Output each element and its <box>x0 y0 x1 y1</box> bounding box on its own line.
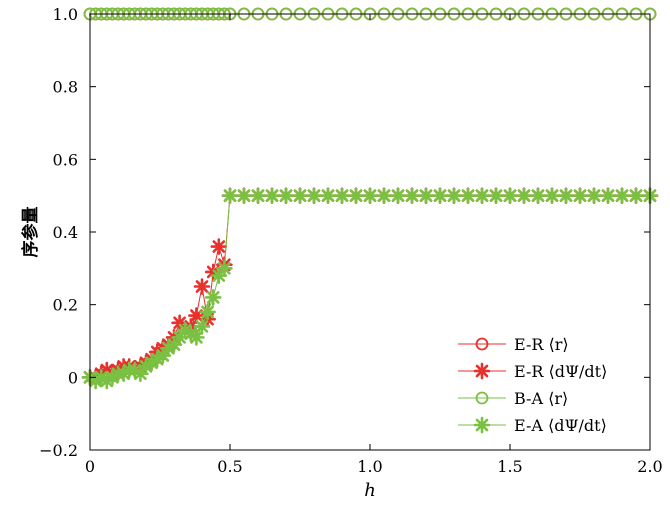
x-tick-label: 0.5 <box>217 457 242 476</box>
x-tick-label: 2.0 <box>637 457 662 476</box>
data-point <box>263 187 281 204</box>
data-point <box>585 187 603 204</box>
data-point <box>543 187 561 204</box>
data-point <box>92 369 110 386</box>
y-tick-label: 0.8 <box>53 78 78 97</box>
data-point <box>126 361 144 379</box>
data-point <box>291 187 309 204</box>
y-tick-label: −0.2 <box>39 441 78 460</box>
legend-item: E-R ⟨r⟩ <box>458 335 569 354</box>
data-point <box>599 187 617 204</box>
data-point <box>137 358 155 375</box>
data-point <box>235 187 253 204</box>
data-point <box>487 187 505 204</box>
data-point <box>193 318 211 335</box>
data-point <box>347 187 365 204</box>
data-point <box>204 263 222 281</box>
data-point <box>143 354 160 372</box>
data-point <box>403 187 421 204</box>
series-layer <box>81 7 659 390</box>
data-point <box>98 361 116 379</box>
data-point <box>389 187 407 204</box>
data-point <box>193 278 211 295</box>
legend-label: E-R ⟨dΨ/dt⟩ <box>514 362 607 381</box>
data-point <box>148 350 166 368</box>
data-point <box>87 372 104 390</box>
data-point <box>204 289 222 306</box>
data-point <box>613 187 631 204</box>
y-tick-label: 0 <box>68 368 78 387</box>
data-point <box>557 187 575 204</box>
legend-marker <box>475 391 489 405</box>
data-point <box>132 365 149 382</box>
data-point <box>431 187 449 204</box>
data-point <box>171 314 188 332</box>
legend-item: B-A ⟨r⟩ <box>458 389 568 408</box>
series-4 <box>81 187 659 390</box>
data-point <box>571 187 589 204</box>
plot-frame <box>89 13 651 451</box>
legend-label: E-R ⟨r⟩ <box>514 335 569 354</box>
x-tick-label: 1.5 <box>497 457 522 476</box>
legend: E-R ⟨r⟩ E-R ⟨dΨ/dt⟩ B-A ⟨r⟩ E-A ⟨dΨ/dt⟩ <box>458 335 607 435</box>
data-point <box>417 187 435 204</box>
data-point <box>627 187 645 204</box>
data-point <box>515 187 533 204</box>
data-point <box>160 339 177 357</box>
x-tick-label: 0 <box>85 457 95 476</box>
data-point <box>115 365 132 382</box>
data-point <box>210 238 228 255</box>
x-axis-label: h <box>364 480 376 501</box>
data-point <box>216 260 233 277</box>
y-tick-label: 1.0 <box>53 5 78 24</box>
data-point <box>305 187 323 204</box>
legend-item: E-R ⟨dΨ/dt⟩ <box>458 362 607 381</box>
data-point <box>319 187 337 204</box>
data-point <box>188 307 205 324</box>
data-point <box>221 187 239 204</box>
legend-label: E-A ⟨dΨ/dt⟩ <box>514 416 607 435</box>
x-tick-label: 1.0 <box>357 457 382 476</box>
legend-marker <box>473 416 491 434</box>
legend-marker <box>475 337 489 351</box>
data-point <box>199 303 216 321</box>
data-point <box>333 187 351 204</box>
data-point <box>171 329 188 346</box>
legend-item: E-A ⟨dΨ/dt⟩ <box>458 416 607 435</box>
y-tick-label: 0.4 <box>53 223 78 242</box>
data-point <box>188 329 205 346</box>
data-point <box>473 187 491 204</box>
data-point <box>182 325 200 343</box>
data-point <box>375 187 393 204</box>
y-tick-label: 0.2 <box>53 296 78 315</box>
data-point <box>445 187 463 204</box>
data-point <box>98 372 116 390</box>
data-point <box>210 267 228 284</box>
data-point <box>154 347 172 364</box>
data-point <box>176 321 194 339</box>
data-point <box>165 336 183 353</box>
data-point <box>529 187 547 204</box>
data-point <box>277 187 295 204</box>
data-point <box>361 187 379 204</box>
data-point <box>104 369 121 386</box>
data-point <box>249 187 267 204</box>
y-tick-label: 0.6 <box>53 150 78 169</box>
y-axis-label: 序参量 <box>20 207 41 258</box>
legend-marker <box>473 362 491 380</box>
data-point <box>459 187 477 204</box>
legend-label: B-A ⟨r⟩ <box>514 389 568 408</box>
ticks-layer: 0 0.5 1.0 1.5 2.0 −0.2 0 0.2 0.4 0.6 0.8 1.0 <box>39 5 663 476</box>
data-point <box>501 187 519 204</box>
